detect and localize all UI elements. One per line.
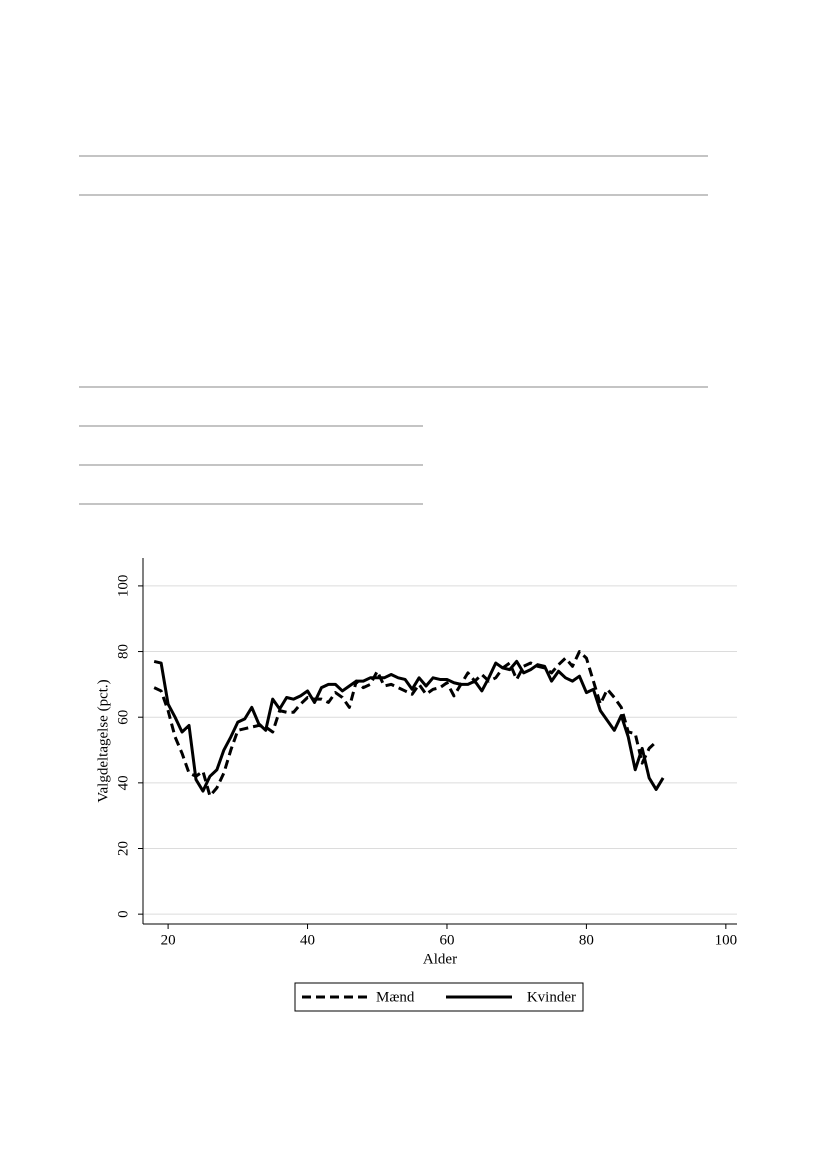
- x-tick-label: 100: [715, 932, 738, 948]
- y-tick-label: 20: [115, 841, 131, 856]
- series-line: [153, 659, 665, 793]
- legend-label: Mænd: [376, 989, 415, 1005]
- y-tick-label: 60: [115, 710, 131, 725]
- y-axis-label: Valgdeltagelse (pct.): [95, 679, 111, 802]
- table-rules: [79, 155, 708, 505]
- legend-box: [294, 982, 584, 1012]
- y-tick-label: 40: [115, 775, 131, 790]
- x-tick-label: 40: [300, 932, 315, 948]
- legend-label: Kvinder: [527, 989, 576, 1005]
- x-tick-label: 60: [439, 932, 454, 948]
- x-axis-label: Alder: [423, 951, 457, 967]
- y-tick-label: 100: [115, 575, 131, 598]
- series-line: [153, 650, 658, 798]
- y-tick-label: 80: [115, 644, 131, 659]
- x-tick-label: 80: [579, 932, 594, 948]
- y-tick-label: 0: [115, 910, 131, 918]
- x-tick-label: 20: [161, 932, 176, 948]
